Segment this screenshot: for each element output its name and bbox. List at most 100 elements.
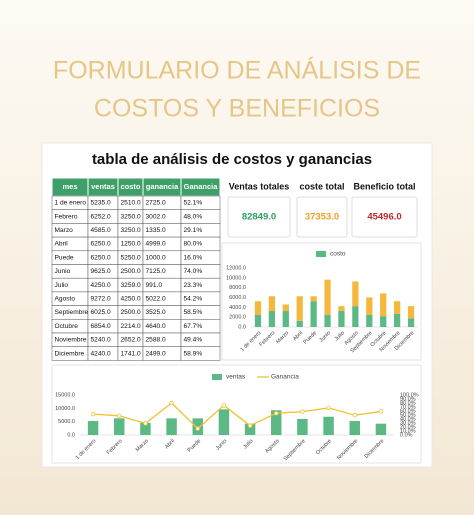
kpi-value: 45496.0	[367, 212, 401, 223]
cell-text: Agosto	[55, 296, 76, 303]
kpi-label: coste total	[299, 181, 344, 191]
cell-text: Octubre	[55, 323, 79, 330]
bar	[268, 311, 276, 327]
card-title: tabla de análisis de costos y ganancias	[92, 151, 372, 168]
bar	[166, 418, 177, 435]
cell-text: 48.0%	[184, 213, 203, 220]
kpi-box	[296, 196, 348, 238]
cell-text: 2500.0	[121, 268, 142, 275]
cell-text: 3259.0	[121, 282, 142, 289]
y-tick-label: 8000.0	[229, 285, 246, 291]
column-header: ventas	[91, 182, 115, 191]
cell-text: 54.2%	[184, 296, 203, 303]
kpi-value: 37353.0	[305, 212, 339, 223]
cell	[180, 346, 221, 361]
cell-text: 29.1%	[184, 227, 203, 234]
cell-text: 1335.0	[146, 227, 167, 234]
line-point	[352, 413, 357, 418]
cell-text: 6252.0	[91, 213, 112, 220]
cell-text: 2652.0	[121, 337, 142, 344]
legend-label: ventas	[226, 374, 246, 381]
cell-text: 4999.0	[146, 241, 167, 248]
cell-text: 4240.0	[91, 350, 112, 357]
line-point	[274, 411, 279, 416]
bar	[310, 301, 317, 327]
line-point	[117, 413, 122, 418]
cell-text: 67.7%	[184, 323, 203, 330]
y2-tick-label: 40.0%	[400, 416, 416, 422]
line-point	[300, 409, 305, 414]
bar	[271, 410, 282, 435]
kpi-label: Ventas totales	[229, 181, 290, 191]
cell-text: Febrero	[55, 213, 78, 220]
kpi-label: Beneficio total	[353, 181, 415, 191]
cell-text: 5235.0	[91, 200, 112, 207]
cell-text: 3002.0	[146, 213, 167, 220]
y-tick-label: 12000.0	[226, 265, 246, 271]
bar	[114, 418, 125, 435]
y2-tick-label: 90.0%	[400, 396, 416, 402]
column-header: costo	[120, 182, 140, 191]
cell-text: 16.0%	[184, 254, 203, 261]
cell-text: 5250.0	[121, 254, 142, 261]
cell-text: Julio	[55, 282, 69, 289]
bar	[380, 316, 387, 327]
bar	[310, 296, 317, 302]
cell-text: 80.0%	[184, 241, 203, 248]
cell-text: 4640.0	[146, 323, 167, 330]
cell-text: 49.4%	[184, 337, 203, 344]
bar	[87, 421, 99, 435]
cell-text: 6854.0	[91, 323, 112, 330]
cell-text: Abril	[55, 241, 69, 248]
y-tick-label: 0.0	[67, 432, 75, 438]
bar	[282, 311, 289, 327]
cell-text: 1741.0	[121, 350, 142, 357]
bar	[218, 409, 230, 435]
bar	[297, 418, 308, 435]
bar	[296, 320, 303, 327]
cell-text: 1250.0	[121, 241, 142, 248]
cell-text: 3250.0	[121, 227, 142, 234]
cell-text: 2214.0	[121, 323, 142, 330]
cell-text: 74.0%	[184, 268, 203, 275]
cell-text: 4250.0	[91, 282, 112, 289]
bar	[349, 421, 360, 435]
cell-text: 2499.0	[146, 350, 167, 357]
line-point	[169, 400, 174, 406]
column-header: mes	[62, 182, 77, 191]
bar	[352, 306, 359, 327]
y-tick-label: 15000.0	[55, 392, 75, 398]
cell-text: 9272.0	[91, 296, 112, 303]
cell-text: 6250.0	[91, 241, 112, 248]
cell-text: 9625.0	[91, 268, 112, 275]
y2-tick-label: 70.0%	[400, 404, 416, 410]
cell-text: 7125.0	[146, 268, 167, 275]
bar	[323, 416, 334, 435]
title: COSTOS Y BENEFICIOS	[94, 95, 380, 123]
y2-tick-label: 10.0%	[400, 428, 416, 434]
bar	[407, 318, 415, 327]
bar	[352, 281, 359, 307]
bar	[375, 423, 387, 435]
line-point	[326, 405, 331, 411]
cell-text: Puede	[55, 254, 74, 261]
cell-text: 2725.0	[146, 200, 167, 207]
y2-tick-label: 0.0%	[400, 432, 413, 438]
kpi-box	[351, 196, 418, 238]
cell-text: Marzo	[55, 227, 74, 234]
line-point	[143, 421, 148, 426]
y-tick-label: 6000.0	[229, 295, 246, 301]
cell-text: 2588.0	[146, 337, 167, 344]
bar	[254, 301, 262, 315]
cell-text: Noviembre	[55, 337, 87, 344]
cell-text: Junio	[55, 268, 71, 275]
cell-text: 3250.0	[121, 213, 142, 220]
y2-tick-label: 50.0%	[400, 412, 416, 418]
cell-text: 991.0	[146, 282, 163, 289]
bar	[393, 313, 401, 327]
cell-text: 5240.0	[91, 337, 112, 344]
bar	[282, 304, 289, 312]
cell-text: 58.5%	[184, 309, 203, 316]
cell-text: 52.1%	[184, 200, 203, 207]
bar	[393, 301, 401, 314]
